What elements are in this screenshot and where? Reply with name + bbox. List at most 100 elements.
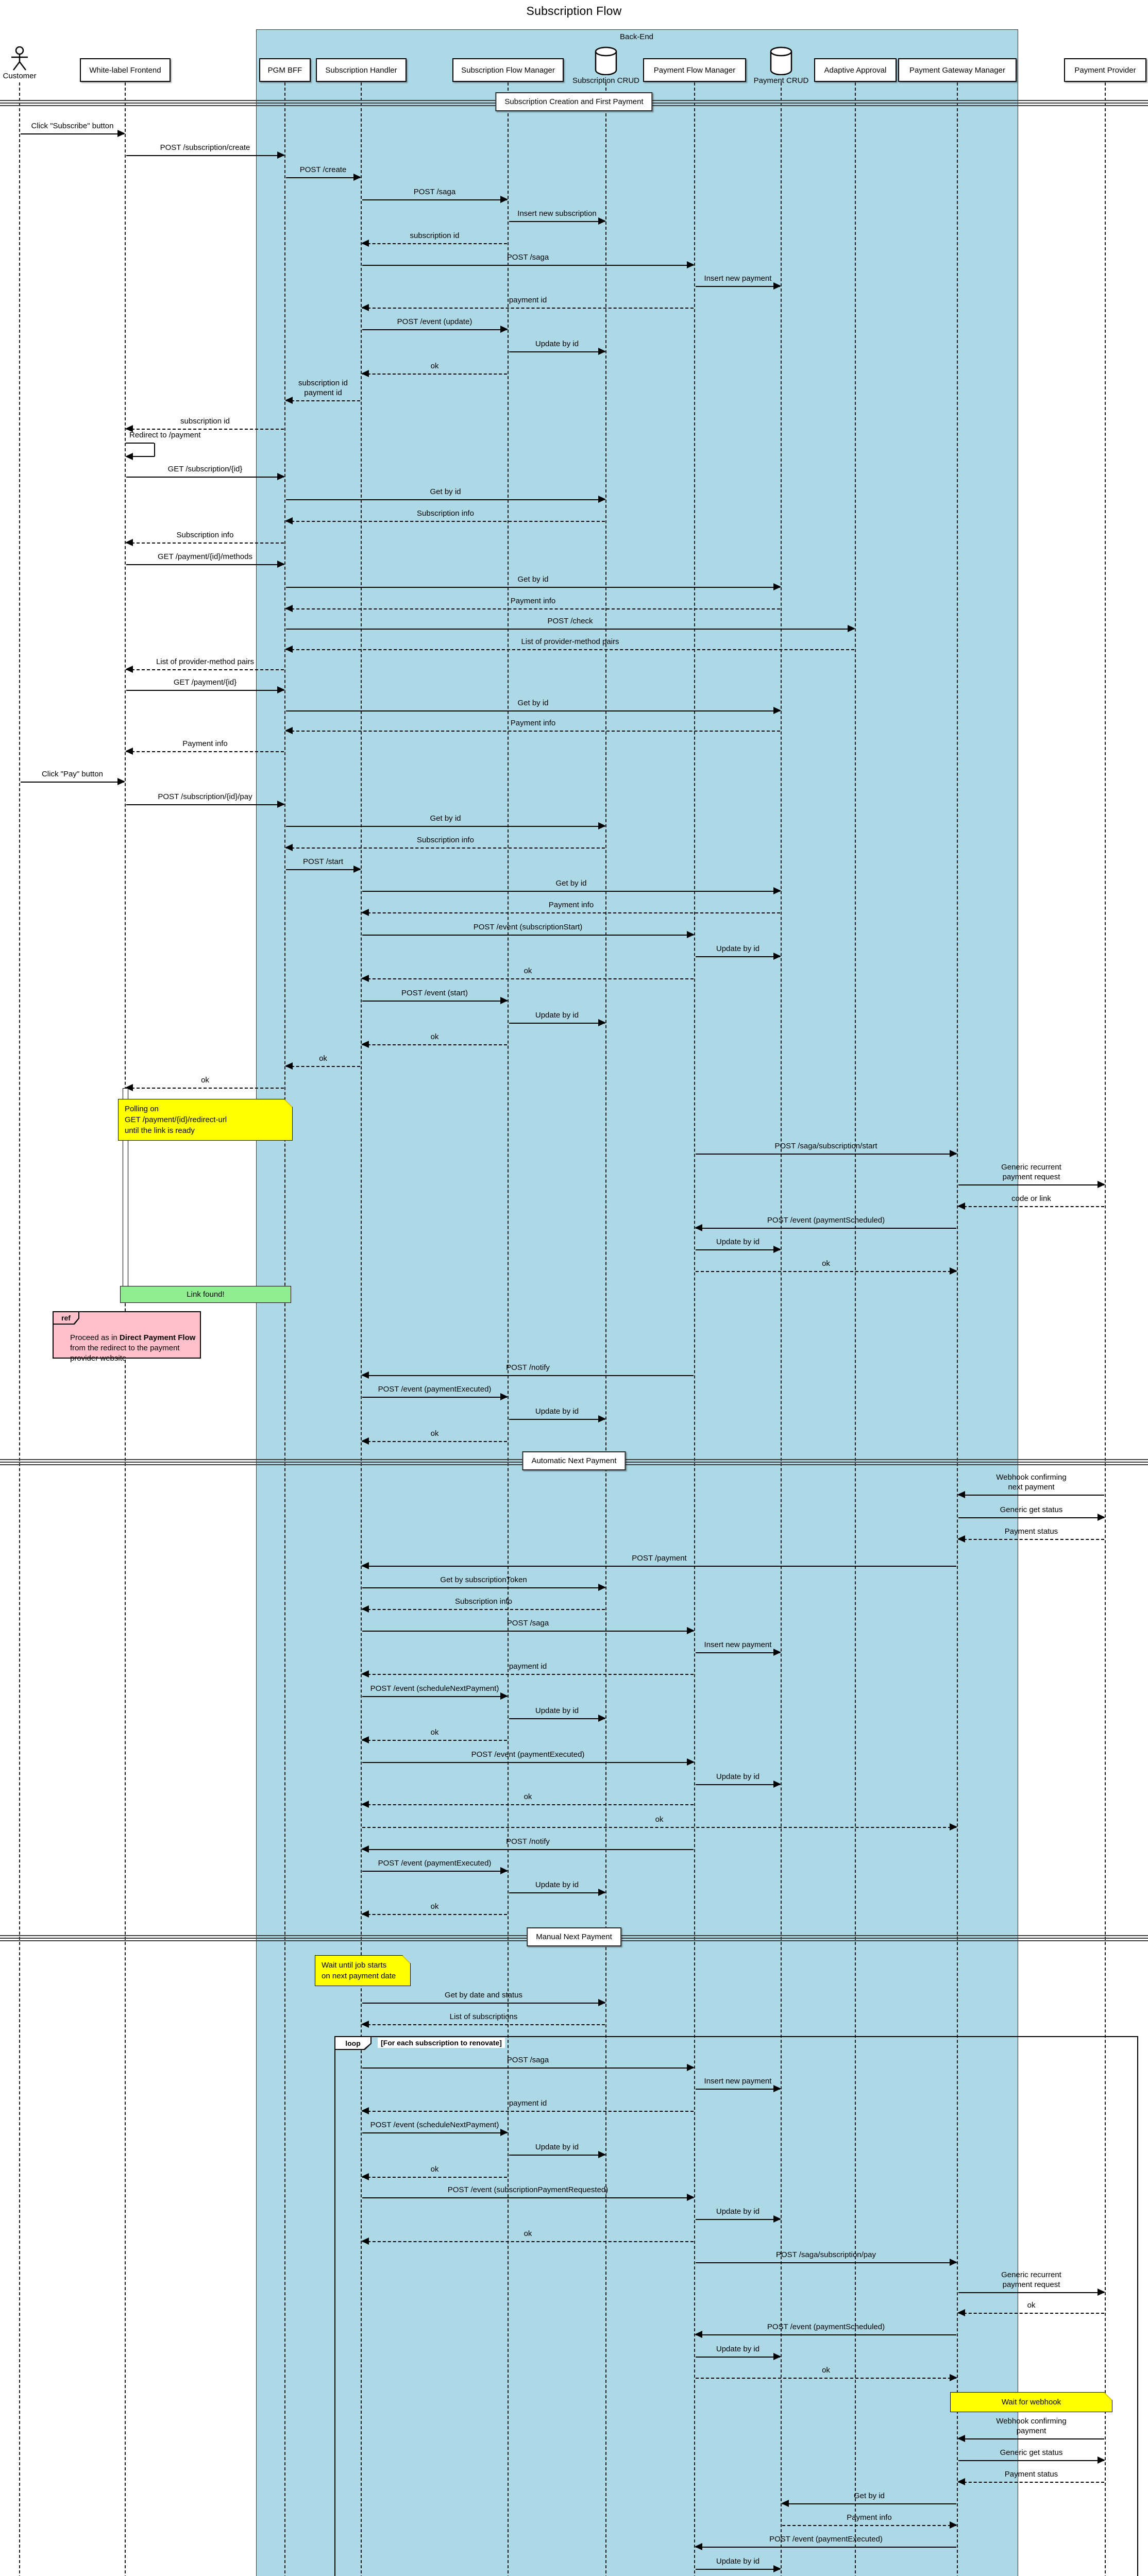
arrowhead-icon	[950, 2374, 957, 2381]
self-message-line	[154, 443, 155, 456]
message-label: Get by id	[430, 814, 461, 823]
arrowhead-icon	[1098, 1514, 1105, 1521]
arrowhead-icon	[125, 666, 133, 673]
message-55	[958, 1495, 1104, 1496]
ref-fragment-text: Proceed as in Direct Payment Flow from th…	[70, 1333, 196, 1363]
arrowhead-icon	[361, 1845, 369, 1853]
arrowhead-icon	[1098, 1181, 1105, 1188]
message-label: ok	[430, 1902, 439, 1911]
message-43	[286, 1066, 360, 1067]
message-71	[362, 1849, 694, 1850]
loop-guard: [For each subscription to renovate]	[378, 2038, 505, 2048]
lifeline-customer	[19, 82, 20, 2576]
message-25	[126, 669, 284, 670]
arrowhead-icon	[361, 2021, 369, 2028]
message-label: Webhook confirming next payment	[996, 1473, 1067, 1492]
message-label: POST /event (paymentExecuted)	[471, 1750, 585, 1759]
backend-frame	[256, 29, 1018, 2576]
arrowhead-icon	[277, 473, 285, 480]
arrowhead-icon	[361, 370, 369, 377]
arrowhead-icon	[117, 778, 125, 785]
message-label: Insert new payment	[704, 2077, 772, 2086]
arrowhead-icon	[957, 2309, 965, 2316]
arrowhead-icon	[285, 397, 293, 404]
message-label: Generic recurrent payment request	[1001, 2270, 1061, 2289]
message-80	[362, 2132, 507, 2133]
message-label: Payment info	[182, 739, 228, 748]
lifeline-pgm	[957, 82, 958, 2576]
message-label: Payment info	[847, 2513, 892, 2522]
note: Wait for webhook	[950, 2392, 1112, 2412]
message-label: Get by id	[555, 879, 587, 888]
arrowhead-icon	[500, 997, 508, 1004]
message-label: POST /event (paymentExecuted)	[769, 2535, 883, 2544]
message-95	[782, 2503, 956, 2504]
message-49	[696, 1249, 780, 1250]
message-label: POST /payment	[632, 1554, 687, 1563]
message-38	[696, 956, 780, 957]
message-91	[696, 2378, 956, 2379]
participant-paycrud: Payment CRUD	[753, 76, 809, 85]
arrowhead-icon	[500, 196, 508, 203]
message-label: subscription id	[180, 417, 230, 426]
lifeline-subcrud	[605, 82, 606, 2576]
message-label: Click "Pay" button	[41, 770, 104, 778]
lifeline-aa	[855, 82, 856, 2576]
message-24	[286, 649, 854, 650]
arrowhead-icon	[598, 1019, 606, 1026]
arrowhead-icon	[361, 2107, 369, 2114]
participant-wlf: White-label Frontend	[80, 58, 171, 82]
arrowhead-icon	[361, 1801, 369, 1808]
arrowhead-icon	[598, 1715, 606, 1722]
message-label: Payment status	[1004, 2470, 1058, 2479]
message-label: ok	[822, 1259, 830, 1268]
message-17	[286, 499, 605, 500]
message-86	[696, 2262, 956, 2263]
message-19	[126, 543, 284, 544]
message-81	[509, 2155, 605, 2156]
message-79	[362, 2111, 694, 2112]
arrowhead-icon	[773, 583, 781, 590]
message-51	[362, 1375, 694, 1376]
message-label: payment id	[509, 2099, 547, 2108]
database-icon	[770, 46, 792, 76]
message-label: POST /saga/subscription/pay	[776, 2250, 876, 2259]
arrowhead-icon	[277, 801, 285, 808]
message-label: Update by id	[535, 2143, 579, 2151]
arrowhead-icon	[361, 1041, 369, 1048]
message-46	[958, 1184, 1104, 1185]
link-found-highlight: Link found!	[120, 1286, 291, 1303]
message-label: Insert new subscription	[517, 209, 597, 218]
arrowhead-icon	[598, 217, 606, 225]
message-27	[286, 710, 780, 711]
backend-frame-label: Back-End	[619, 32, 654, 41]
message-40	[362, 1001, 507, 1002]
message-label: Update by id	[716, 944, 760, 953]
message-62	[696, 1652, 780, 1653]
message-label: POST /saga	[507, 1619, 549, 1628]
arrowhead-icon	[773, 2565, 781, 2572]
message-label: Update by id	[716, 2345, 760, 2353]
message-65	[509, 1718, 605, 1719]
message-57	[958, 1539, 1104, 1540]
message-label: ok	[201, 1076, 209, 1084]
arrowhead-icon	[361, 2238, 369, 2245]
message-label: Insert new payment	[704, 1640, 772, 1649]
message-label: payment id	[509, 1662, 547, 1671]
arrowhead-icon	[687, 931, 695, 938]
message-label: POST /subscription/{id}/pay	[158, 792, 252, 801]
arrowhead-icon	[1098, 2289, 1105, 2296]
arrowhead-icon	[500, 1867, 508, 1874]
participant-aa: Adaptive Approval	[814, 58, 897, 82]
message-60	[362, 1609, 605, 1610]
message-14	[126, 429, 284, 430]
arrowhead-icon	[598, 496, 606, 503]
message-84	[696, 2219, 780, 2220]
message-label: List of subscriptions	[449, 2012, 518, 2021]
message-12	[362, 374, 507, 375]
message-82	[362, 2177, 507, 2178]
arrowhead-icon	[773, 953, 781, 960]
message-label: Get by id	[517, 699, 549, 707]
ref-fragment-tab: ref	[53, 1311, 79, 1325]
arrowhead-icon	[695, 2331, 702, 2338]
